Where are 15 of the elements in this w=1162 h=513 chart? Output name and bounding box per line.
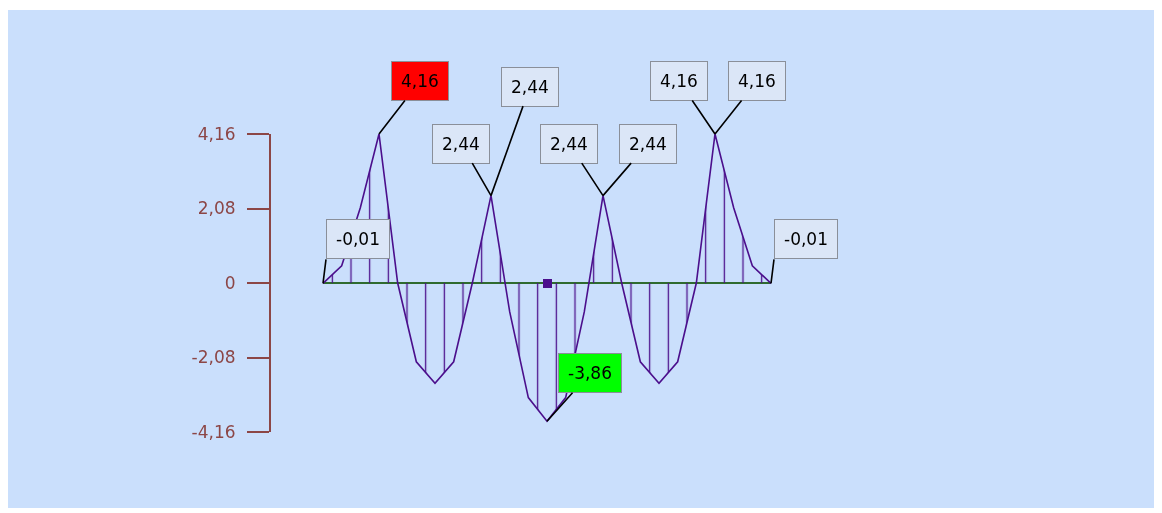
y-tick-label: 2,08 [197, 198, 236, 219]
data-label: 4,16 [401, 71, 439, 91]
y-tick-label: -2,08 [191, 347, 236, 368]
y-tick-label: -4,16 [191, 421, 236, 442]
data-label: 4,16 [660, 71, 698, 91]
data-label: -0,01 [784, 229, 828, 249]
data-label: -0,01 [336, 229, 380, 249]
annotation: 2,44 [629, 134, 667, 154]
data-label: 2,44 [550, 134, 588, 154]
text: 4,16 [738, 71, 776, 91]
data-label: -3,86 [568, 363, 612, 383]
text: 2,44 [511, 77, 549, 97]
data-label: 2,44 [442, 134, 480, 154]
y-tick-label: 4,16 [197, 123, 236, 144]
y-tick-label: 0 [224, 272, 236, 293]
